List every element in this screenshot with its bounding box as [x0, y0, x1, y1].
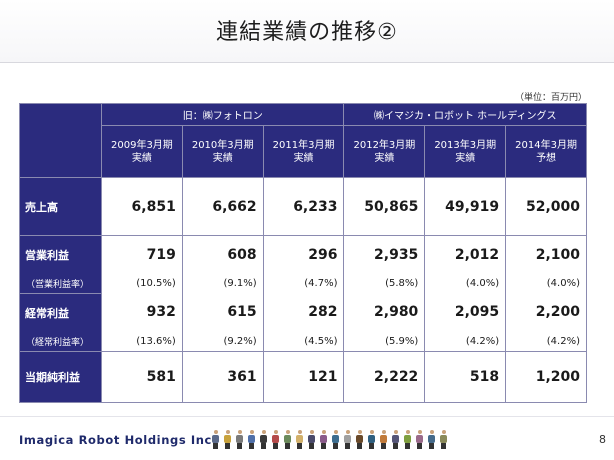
person-figure-icon: [272, 430, 279, 449]
net-income-value: 361: [181, 351, 264, 403]
sales-row: 売上高 6,851 6,662 6,233 50,865 49,919 52,0…: [19, 177, 587, 236]
person-figure-icon: [212, 430, 219, 449]
operating-margin-value: (4.7%): [262, 273, 345, 294]
person-figure-icon: [368, 430, 375, 449]
operating-margin-label: （営業利益率）: [19, 273, 102, 294]
period-header: 2013年3月期 実績: [424, 125, 507, 178]
ordinary-margin-value: (13.6%): [101, 331, 183, 352]
net-income-value: 581: [101, 351, 183, 403]
net-income-value: 121: [262, 351, 345, 403]
people-illustration: [212, 430, 447, 449]
ordinary-margin-value: (4.2%): [424, 331, 507, 352]
period-year: 2011年3月期: [272, 139, 335, 151]
operating-margin-value: (10.5%): [101, 273, 183, 294]
period-year: 2010年3月期: [191, 139, 254, 151]
person-figure-icon: [344, 430, 351, 449]
group-header-photron: 旧：㈱フォトロン: [100, 103, 345, 126]
period-year: 2014年3月期: [515, 139, 577, 151]
title-band: 連結業績の推移②: [0, 0, 614, 63]
ordinary-profit-row: 経常利益 932 615 282 2,980 2,095 2,200: [19, 293, 587, 331]
ordinary-profit-value: 2,095: [424, 293, 507, 331]
sales-value: 49,919: [424, 177, 507, 236]
ordinary-profit-label: 経常利益: [19, 293, 102, 331]
operating-margin-value: (4.0%): [424, 273, 507, 294]
sales-value: 6,662: [181, 177, 264, 236]
period-type: 実績: [293, 152, 314, 164]
period-type: 実績: [131, 152, 152, 164]
person-figure-icon: [356, 430, 363, 449]
ordinary-profit-value: 615: [181, 293, 264, 331]
period-header-row: 2009年3月期 実績 2010年3月期 実績 2011年3月期 実績 2012年3月…: [20, 125, 587, 178]
person-figure-icon: [404, 430, 411, 449]
person-figure-icon: [320, 430, 327, 449]
ordinary-margin-label: （経常利益率）: [19, 331, 102, 352]
operating-profit-value: 296: [262, 235, 345, 273]
person-figure-icon: [380, 430, 387, 449]
company-logo-text: Imagica Robot Holdings Inc.: [19, 433, 217, 447]
operating-profit-value: 608: [181, 235, 264, 273]
ordinary-profit-value: 2,980: [343, 293, 426, 331]
operating-profit-value: 719: [101, 235, 183, 273]
group-header-row: 旧：㈱フォトロン ㈱イマジカ・ロボット ホールディングス: [19, 103, 587, 178]
net-income-label: 当期純利益: [19, 351, 102, 403]
sales-value: 52,000: [505, 177, 587, 236]
operating-profit-row: 営業利益 719 608 296 2,935 2,012 2,100: [19, 235, 587, 273]
corner-cell: [19, 103, 102, 178]
sales-value: 6,851: [101, 177, 183, 236]
page-title: 連結業績の推移②: [216, 20, 398, 45]
person-figure-icon: [248, 430, 255, 449]
unit-note: （単位：百万円）: [514, 93, 587, 103]
sales-label: 売上高: [19, 177, 102, 236]
net-income-value: 1,200: [505, 351, 587, 403]
ordinary-profit-value: 932: [101, 293, 183, 331]
footer-divider: [0, 416, 614, 417]
net-income-value: 2,222: [343, 351, 426, 403]
period-header: 2011年3月期 実績: [262, 125, 345, 178]
sales-value: 6,233: [262, 177, 345, 236]
person-figure-icon: [236, 430, 243, 449]
period-type: 実績: [212, 152, 233, 164]
ordinary-profit-value: 2,200: [505, 293, 587, 331]
person-figure-icon: [284, 430, 291, 449]
operating-margin-value: (9.1%): [181, 273, 264, 294]
page-number: 8: [599, 433, 606, 446]
group-header-imagica: ㈱イマジカ・ロボット ホールディングス: [343, 103, 587, 126]
operating-profit-label: 営業利益: [19, 235, 102, 273]
net-income-row: 当期純利益 581 361 121 2,222 518 1,200: [19, 351, 587, 403]
operating-profit-value: 2,100: [505, 235, 587, 273]
person-figure-icon: [416, 430, 423, 449]
operating-margin-value: (5.8%): [343, 273, 426, 294]
person-figure-icon: [332, 430, 339, 449]
person-figure-icon: [308, 430, 315, 449]
financial-table: 旧：㈱フォトロン ㈱イマジカ・ロボット ホールディングス 2009年3月期 実績 …: [19, 103, 587, 403]
person-figure-icon: [440, 430, 447, 449]
ordinary-margin-value: (9.2%): [181, 331, 264, 352]
net-income-value: 518: [424, 351, 507, 403]
period-header: 2010年3月期 実績: [181, 125, 264, 178]
ordinary-margin-value: (5.9%): [343, 331, 426, 352]
sales-value: 50,865: [343, 177, 426, 236]
operating-profit-value: 2,935: [343, 235, 426, 273]
period-type: 実績: [455, 152, 476, 164]
period-type: 予想: [536, 152, 557, 164]
period-header: 2014年3月期 予想: [505, 125, 587, 178]
operating-profit-value: 2,012: [424, 235, 507, 273]
operating-margin-row: （営業利益率） (10.5%) (9.1%) (4.7%) (5.8%) (4.…: [19, 273, 587, 294]
operating-margin-value: (4.0%): [505, 273, 587, 294]
period-type: 実績: [374, 152, 395, 164]
period-year: 2009年3月期: [111, 139, 173, 151]
ordinary-margin-value: (4.2%): [505, 331, 587, 352]
person-figure-icon: [260, 430, 267, 449]
person-figure-icon: [392, 430, 399, 449]
person-figure-icon: [428, 430, 435, 449]
ordinary-profit-value: 282: [262, 293, 345, 331]
ordinary-margin-value: (4.5%): [262, 331, 345, 352]
period-header: 2012年3月期 実績: [343, 125, 426, 178]
period-header: 2009年3月期 実績: [101, 125, 183, 178]
ordinary-margin-row: （経常利益率） (13.6%) (9.2%) (4.5%) (5.9%) (4.…: [19, 331, 587, 352]
person-figure-icon: [224, 430, 231, 449]
period-year: 2013年3月期: [434, 139, 497, 151]
person-figure-icon: [296, 430, 303, 449]
period-year: 2012年3月期: [353, 139, 416, 151]
